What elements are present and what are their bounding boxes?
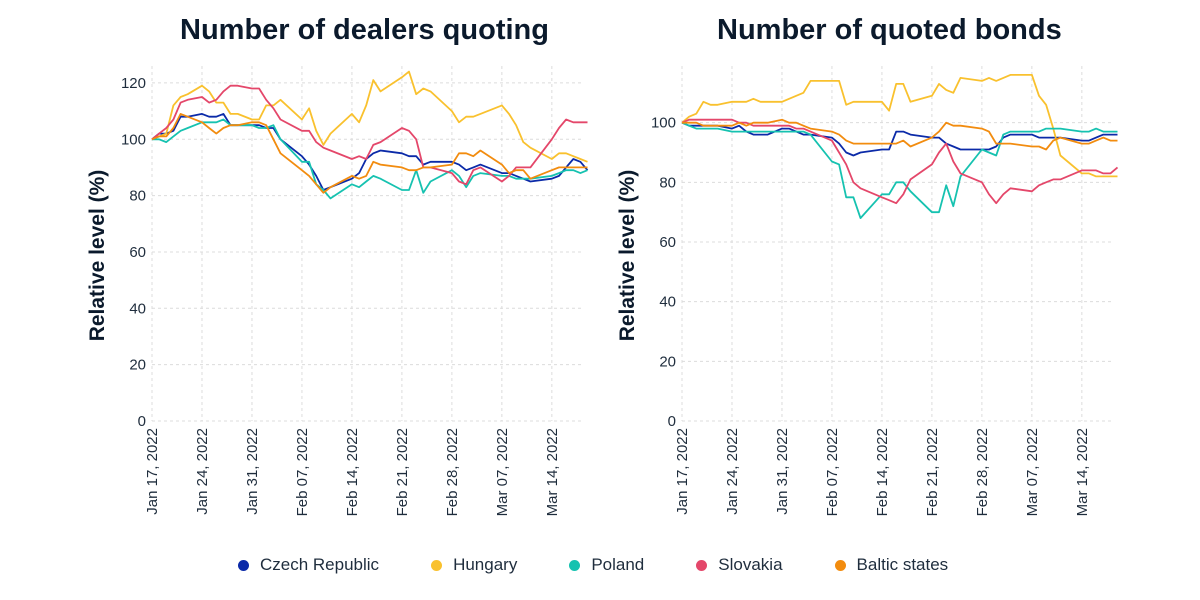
series-line-czech-republic: [151, 113, 589, 191]
series-line-czech-republic: [681, 121, 1118, 157]
x-tick-label: Jan 31, 2022: [244, 428, 261, 515]
x-tick-label: Jan 17, 2022: [144, 428, 161, 515]
series-line-baltic-states: [151, 113, 588, 194]
legend-label: Slovakia: [718, 555, 783, 574]
legend-marker-icon: [834, 559, 846, 571]
legend-label: Czech Republic: [260, 555, 380, 574]
y-tick-label: 80: [659, 174, 676, 191]
legend-item-poland[interactable]: Poland: [569, 555, 644, 575]
chart-title-bonds: Number of quoted bonds: [717, 14, 1062, 46]
y-axis-label: Relative level (%): [86, 170, 109, 342]
legend-item-slovakia[interactable]: Slovakia: [696, 555, 783, 575]
x-tick-label: Mar 14, 2022: [544, 428, 561, 516]
y-tick-label: 40: [659, 294, 676, 311]
x-tick-label: Feb 21, 2022: [394, 428, 411, 516]
x-tick-label: Mar 07, 2022: [1024, 428, 1041, 516]
x-tick-label: Jan 24, 2022: [724, 428, 741, 515]
x-tick-label: Jan 24, 2022: [194, 428, 211, 515]
legend-label: Baltic states: [856, 555, 949, 574]
y-tick-label: 100: [121, 131, 146, 148]
legend-marker-icon: [696, 559, 708, 571]
x-tick-label: Feb 14, 2022: [874, 428, 891, 516]
y-axis-label: Relative level (%): [616, 170, 639, 342]
y-tick-label: 60: [129, 244, 146, 261]
legend: Czech Republic Hungary Poland Slovakia B…: [238, 555, 1000, 575]
x-tick-label: Feb 28, 2022: [974, 428, 991, 516]
y-tick-label: 0: [668, 413, 676, 430]
y-tick-label: 20: [659, 353, 676, 370]
y-tick-label: 0: [138, 413, 146, 430]
legend-marker-icon: [238, 559, 249, 571]
series-line-slovakia: [151, 84, 588, 186]
y-tick-label: 120: [121, 75, 146, 92]
x-tick-label: Jan 17, 2022: [674, 428, 691, 515]
legend-marker-icon: [431, 559, 443, 571]
legend-item-hungary[interactable]: Hungary: [431, 555, 517, 575]
x-tick-label: Feb 21, 2022: [924, 428, 941, 516]
x-tick-label: Mar 14, 2022: [1074, 428, 1091, 516]
y-tick-label: 60: [659, 234, 676, 251]
y-tick-label: 40: [129, 300, 146, 317]
series-line-slovakia: [681, 118, 1119, 205]
x-tick-label: Feb 14, 2022: [344, 428, 361, 516]
series-line-baltic-states: [682, 118, 1118, 151]
x-tick-label: Jan 31, 2022: [774, 428, 791, 515]
legend-item-czech-republic[interactable]: Czech Republic: [238, 555, 379, 575]
legend-item-baltic-states[interactable]: Baltic states: [834, 555, 949, 575]
legend-label: Hungary: [453, 555, 518, 574]
x-tick-label: Mar 07, 2022: [494, 428, 511, 516]
x-tick-label: Feb 07, 2022: [294, 428, 311, 516]
legend-label: Poland: [591, 555, 645, 574]
y-tick-label: 80: [129, 188, 146, 205]
chart-title-dealers: Number of dealers quoting: [180, 14, 549, 46]
series-line-poland: [681, 121, 1118, 220]
legend-marker-icon: [569, 559, 581, 571]
series-line-hungary: [681, 74, 1118, 178]
x-tick-label: Feb 28, 2022: [444, 428, 461, 516]
y-tick-label: 100: [651, 115, 676, 132]
y-tick-label: 20: [129, 357, 146, 374]
series-line-poland: [152, 118, 588, 200]
x-tick-label: Feb 07, 2022: [824, 428, 841, 516]
